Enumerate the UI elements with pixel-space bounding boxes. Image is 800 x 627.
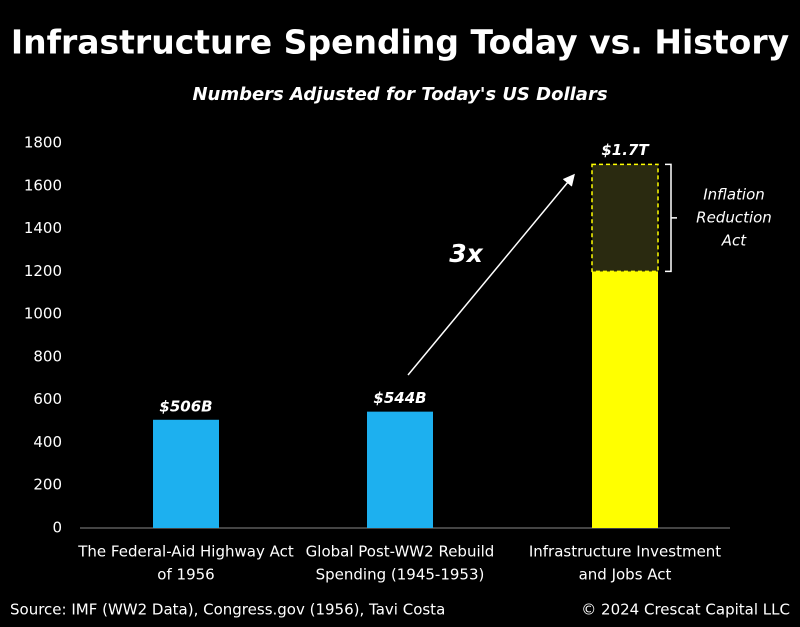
y-tick-label: 0: [52, 519, 62, 537]
chart-title: Infrastructure Spending Today vs. Histor…: [11, 23, 789, 62]
bracket: [665, 163, 677, 273]
arrow-label: 3x: [449, 239, 483, 268]
copyright: © 2024 Crescat Capital LLC: [581, 601, 790, 619]
bar: [153, 419, 219, 528]
stacked-segment: [591, 163, 659, 273]
x-tick-label: Infrastructure Investment: [529, 543, 721, 561]
y-tick-label: 1600: [24, 176, 62, 194]
x-tick-label: The Federal-Aid Highway Act: [77, 543, 294, 561]
y-tick-label: 800: [33, 347, 62, 365]
y-tick-label: 1800: [24, 134, 62, 152]
bar: [367, 411, 433, 528]
arrow: [407, 173, 575, 376]
y-tick-label: 1200: [24, 262, 62, 280]
x-tick-label: Global Post-WW2 Rebuild: [306, 543, 495, 561]
x-tick-label: and Jobs Act: [579, 566, 672, 584]
y-tick-label: 600: [33, 390, 62, 408]
y-tick-label: 1000: [24, 305, 62, 323]
source: Source: IMF (WW2 Data), Congress.gov (19…: [10, 601, 445, 619]
value-label: $506B: [159, 397, 212, 415]
x-tick-label: Spending (1945-1953): [316, 566, 485, 584]
chart-subtitle: Numbers Adjusted for Today's US Dollars: [192, 84, 607, 105]
y-tick-label: 400: [33, 433, 62, 451]
segment-label: Reduction: [696, 208, 772, 226]
value-label: $544B: [373, 389, 426, 407]
segment-label: Act: [721, 231, 748, 249]
x-tick-label: of 1956: [157, 566, 214, 584]
y-tick-label: 1400: [24, 219, 62, 237]
total-label: $1.7T: [601, 141, 650, 159]
segment-label: Inflation: [703, 185, 765, 203]
y-tick-label: 200: [33, 476, 62, 494]
bar: [592, 271, 658, 528]
